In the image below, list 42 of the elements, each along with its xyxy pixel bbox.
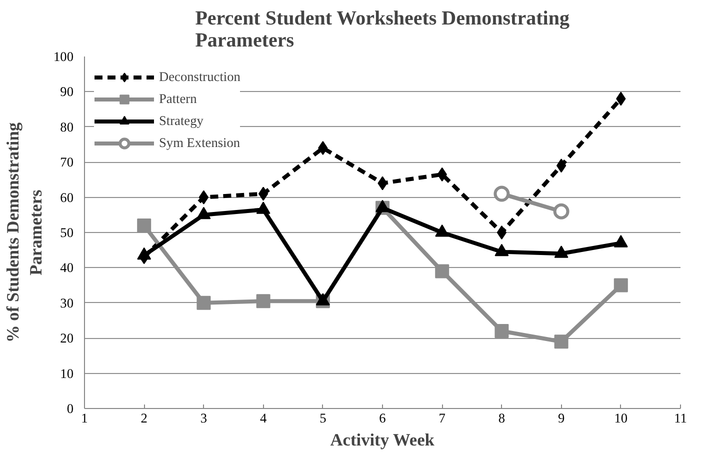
x-tick-label: 5 <box>320 410 327 426</box>
point <box>258 186 268 201</box>
x-tick-label: 4 <box>260 410 267 426</box>
legend-label: Pattern <box>159 90 197 108</box>
x-tick-label: 7 <box>438 410 446 426</box>
x-tick-label: 9 <box>558 410 565 426</box>
point <box>196 296 211 310</box>
y-tick-label: 40 <box>60 260 74 276</box>
y-tick-label: 100 <box>54 49 74 64</box>
y-tick-label: 20 <box>60 330 74 346</box>
chart-title: Percent Student Worksheets Demonstrating Parameters <box>195 8 570 52</box>
y-tick-label: 80 <box>60 119 74 134</box>
x-tick-label: 10 <box>614 410 628 426</box>
point <box>256 294 270 308</box>
point <box>494 324 509 338</box>
y-tick-label: 90 <box>60 84 74 100</box>
y-axis-title: % of Students Demonstrating Parameters <box>4 122 46 342</box>
y-tick-label: 50 <box>60 225 74 240</box>
legend-label: Sym Extension <box>159 134 240 152</box>
x-axis-title: Activity Week <box>330 430 435 450</box>
x-tick-label: 2 <box>140 410 148 426</box>
legend-label: Deconstruction <box>159 68 240 86</box>
y-tick-label: 10 <box>60 366 74 381</box>
y-tick-label: 70 <box>60 154 74 170</box>
x-tick-label: 11 <box>674 410 687 426</box>
x-tick-label: 3 <box>200 410 208 426</box>
point <box>614 278 628 292</box>
y-tick-label: 60 <box>60 190 74 205</box>
point <box>556 158 566 173</box>
point <box>494 186 510 202</box>
point <box>198 190 209 204</box>
legend-label: Strategy <box>159 112 204 130</box>
x-tick-label: 8 <box>498 410 506 426</box>
point <box>554 334 568 349</box>
point <box>553 203 570 220</box>
point <box>496 226 507 240</box>
point <box>435 264 450 278</box>
y-tick-label: 30 <box>60 295 74 310</box>
y-tick-label: 0 <box>66 401 74 416</box>
x-tick-label: 6 <box>379 410 386 426</box>
x-tick-label: 1 <box>81 410 88 426</box>
point <box>137 218 152 232</box>
